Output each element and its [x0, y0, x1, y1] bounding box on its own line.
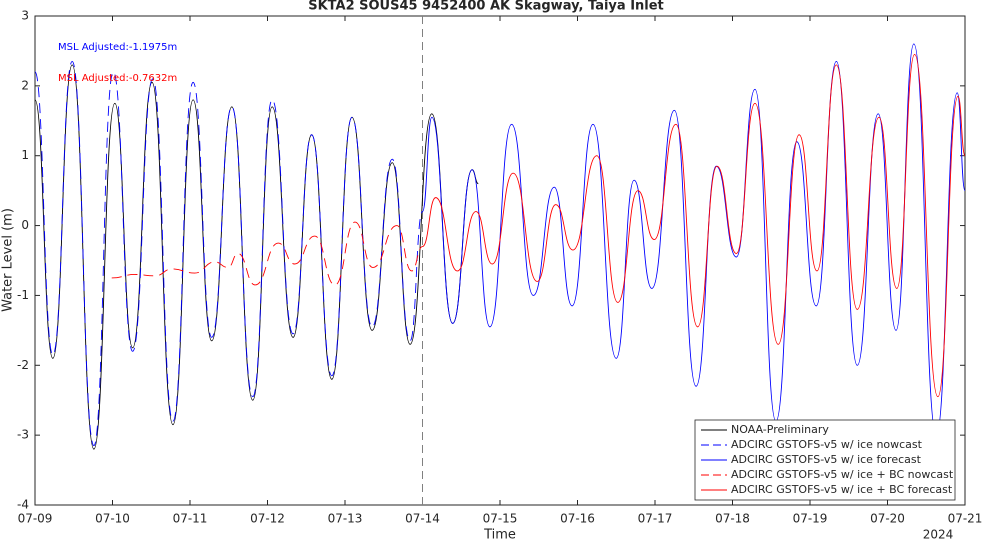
y-tick-label: 3: [21, 9, 29, 23]
series-line: [34, 60, 423, 447]
y-tick-label: -3: [17, 428, 29, 442]
y-tick-label: 2: [21, 78, 29, 92]
x-sublabel: 2024: [923, 528, 954, 542]
x-tick-label: 07-16: [560, 512, 595, 526]
series-line: [422, 43, 966, 436]
x-tick-label: 07-12: [250, 512, 285, 526]
x-tick-label: 07-13: [328, 512, 363, 526]
x-tick-label: 07-14: [405, 512, 440, 526]
x-tick-label: 07-20: [870, 512, 905, 526]
y-tick-label: -4: [17, 498, 29, 512]
chart-title: SKTA2 SOUS45 9452400 AK Skagway, Taiya I…: [308, 0, 664, 14]
annotation: MSL Adjusted:-1.1975m: [58, 42, 177, 53]
x-axis-label: Time: [483, 528, 516, 542]
x-tick-label: 07-21: [948, 512, 982, 526]
x-tick-label: 07-10: [95, 512, 130, 526]
y-tick-label: 1: [21, 148, 29, 162]
legend-label: NOAA-Preliminary: [731, 423, 829, 436]
legend-box: [694, 419, 956, 501]
y-tick-label: -1: [17, 288, 29, 302]
x-tick-label: 07-18: [715, 512, 750, 526]
x-tick-label: 07-19: [793, 512, 828, 526]
y-axis-label: Water Level (m): [1, 208, 16, 312]
legend-label: ADCIRC GSTOFS-v5 w/ ice + BC nowcast: [731, 468, 954, 481]
legend-label: ADCIRC GSTOFS-v5 w/ ice forecast: [731, 453, 922, 466]
x-tick-label: 07-11: [173, 512, 208, 526]
series-line: [422, 53, 966, 398]
x-tick-label: 07-09: [18, 512, 53, 526]
y-tick-label: -2: [17, 358, 29, 372]
legend-label: ADCIRC GSTOFS-v5 w/ ice + BC forecast: [731, 483, 953, 496]
annotation: MSL Adjusted:-0.7632m: [58, 73, 177, 84]
x-tick-label: 07-17: [638, 512, 673, 526]
y-tick-label: 0: [21, 218, 29, 232]
legend-label: ADCIRC GSTOFS-v5 w/ ice nowcast: [731, 438, 923, 451]
x-tick-label: 07-15: [483, 512, 518, 526]
series-line: [111, 221, 423, 286]
